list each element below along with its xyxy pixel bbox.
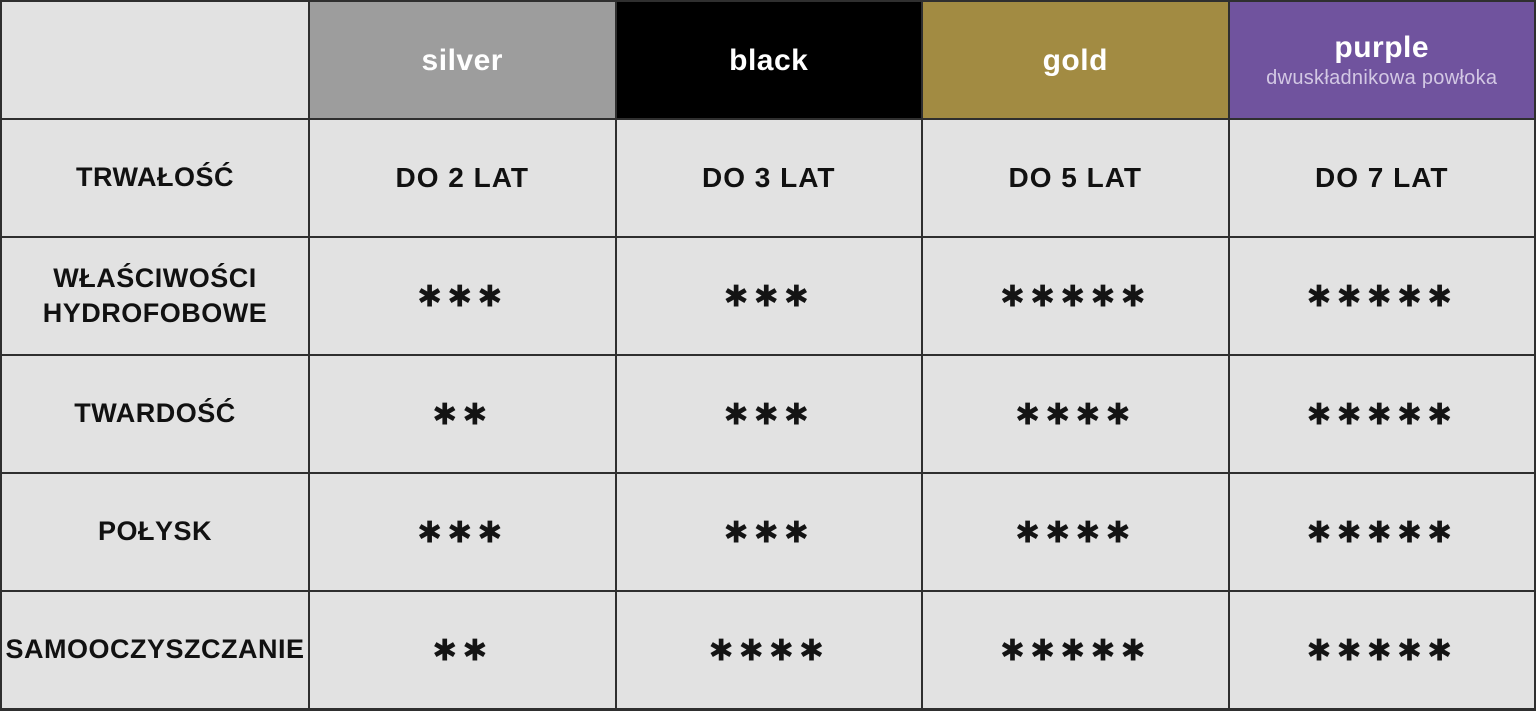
cell-polysk-silver: ✱✱✱ xyxy=(310,474,615,590)
star-rating: ✱✱✱✱✱ xyxy=(1306,515,1458,551)
cell-samooczyszczanie-silver: ✱✱ xyxy=(310,592,615,708)
column-sublabel-purple: dwuskładnikowa powłoka xyxy=(1266,66,1498,89)
star-rating: ✱✱✱ xyxy=(723,515,814,551)
column-label-black: black xyxy=(729,43,809,77)
row-label-trwalosc: TRWAŁOŚĆ xyxy=(2,120,308,236)
cell-polysk-gold: ✱✱✱✱ xyxy=(923,474,1228,590)
row-label-polysk: POŁYSK xyxy=(2,474,308,590)
cell-hydrofobowe-purple: ✱✱✱✱✱ xyxy=(1229,238,1534,354)
cell-hydrofobowe-silver: ✱✱✱ xyxy=(310,238,615,354)
column-header-silver: silver xyxy=(310,2,615,118)
star-rating: ✱✱ xyxy=(432,633,493,669)
cell-twardosc-gold: ✱✱✱✱ xyxy=(923,356,1228,472)
cell-polysk-black: ✱✱✱ xyxy=(616,474,921,590)
cell-trwalosc-gold: DO 5 LAT xyxy=(923,120,1228,236)
cell-twardosc-silver: ✱✱ xyxy=(310,356,615,472)
star-rating: ✱✱✱✱ xyxy=(1014,397,1136,433)
cell-trwalosc-purple: DO 7 LAT xyxy=(1229,120,1534,236)
cell-samooczyszczanie-purple: ✱✱✱✱✱ xyxy=(1229,592,1534,708)
column-label-purple: purple xyxy=(1334,30,1430,64)
row-label-samooczyszczanie: SAMOOCZYSZCZANIE xyxy=(2,592,308,708)
star-rating: ✱✱✱✱ xyxy=(708,633,830,669)
cell-hydrofobowe-gold: ✱✱✱✱✱ xyxy=(923,238,1228,354)
column-label-silver: silver xyxy=(421,43,503,77)
column-label-gold: gold xyxy=(1042,43,1108,77)
star-rating: ✱✱✱✱✱ xyxy=(999,279,1151,315)
star-rating: ✱✱✱✱✱ xyxy=(1306,633,1458,669)
cell-trwalosc-black: DO 3 LAT xyxy=(616,120,921,236)
cell-twardosc-black: ✱✱✱ xyxy=(616,356,921,472)
column-header-purple: purple dwuskładnikowa powłoka xyxy=(1229,2,1534,118)
cell-trwalosc-silver: DO 2 LAT xyxy=(310,120,615,236)
column-header-black: black xyxy=(616,2,921,118)
star-rating: ✱✱✱ xyxy=(417,515,508,551)
column-header-gold: gold xyxy=(923,2,1228,118)
star-rating: ✱✱✱ xyxy=(417,279,508,315)
star-rating: ✱✱✱✱✱ xyxy=(1306,279,1458,315)
corner-cell xyxy=(2,2,308,118)
star-rating: ✱✱✱ xyxy=(723,279,814,315)
cell-samooczyszczanie-black: ✱✱✱✱ xyxy=(616,592,921,708)
cell-hydrofobowe-black: ✱✱✱ xyxy=(616,238,921,354)
star-rating: ✱✱✱ xyxy=(723,397,814,433)
cell-twardosc-purple: ✱✱✱✱✱ xyxy=(1229,356,1534,472)
star-rating: ✱✱✱✱✱ xyxy=(1306,397,1458,433)
row-label-twardosc: TWARDOŚĆ xyxy=(2,356,308,472)
row-label-wlasciwosci-hydrofobowe: WŁAŚCIWOŚCI HYDROFOBOWE xyxy=(2,238,308,354)
cell-samooczyszczanie-gold: ✱✱✱✱✱ xyxy=(923,592,1228,708)
star-rating: ✱✱ xyxy=(432,397,493,433)
star-rating: ✱✱✱✱✱ xyxy=(999,633,1151,669)
cell-polysk-purple: ✱✱✱✱✱ xyxy=(1229,474,1534,590)
star-rating: ✱✱✱✱ xyxy=(1014,515,1136,551)
